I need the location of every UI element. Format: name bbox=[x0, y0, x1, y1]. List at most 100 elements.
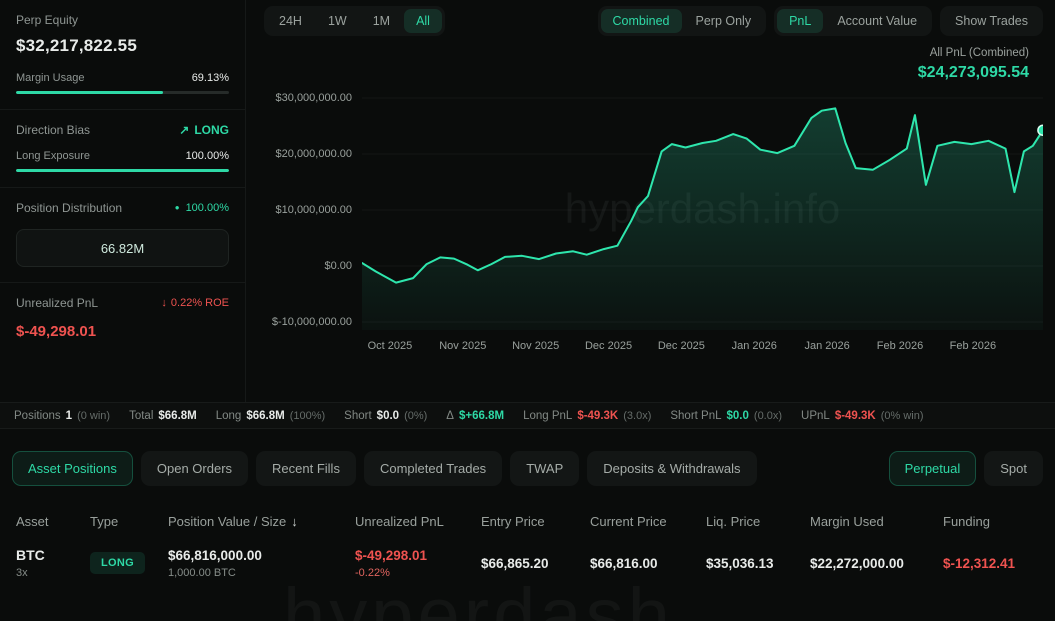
col-header-position-value[interactable]: Position Value / Size ↓ bbox=[168, 514, 355, 529]
unrealized-pnl-roe: ↓ 0.22% ROE bbox=[161, 297, 229, 309]
tab-twap[interactable]: TWAP bbox=[510, 451, 580, 486]
unrealized-pnl-value: $-49,298.01 bbox=[16, 323, 97, 340]
long-badge: LONG bbox=[90, 552, 145, 574]
stat-short-pnl: Short PnL $0.0 (0.0x) bbox=[670, 409, 783, 422]
col-header-margin-used[interactable]: Margin Used bbox=[810, 514, 884, 529]
tab-recent-fills[interactable]: Recent Fills bbox=[256, 451, 356, 486]
mode-button-account-value[interactable]: Account Value bbox=[837, 14, 918, 28]
table-row[interactable]: BTC 3x LONG $66,816,000.00 1,000.00 BTC … bbox=[16, 529, 1039, 579]
latest-point-dot bbox=[1037, 124, 1043, 136]
perp-equity-value: $32,217,822.55 bbox=[16, 36, 137, 55]
x-axis-tick: Feb 2026 bbox=[876, 340, 924, 352]
position-size: 1,000.00 BTC bbox=[168, 566, 236, 579]
time-range-group: 24H 1W 1M All bbox=[264, 6, 445, 36]
col-header-liq-price[interactable]: Liq. Price bbox=[706, 514, 761, 529]
position-distribution-box[interactable]: 66.82M bbox=[16, 229, 229, 267]
range-button-1m[interactable]: 1M bbox=[372, 14, 391, 28]
x-axis-tick: Oct 2025 bbox=[367, 340, 413, 352]
liq-price-cell: $35,036.13 bbox=[706, 555, 774, 571]
toggle-button-show-trades[interactable]: Show Trades bbox=[955, 14, 1028, 28]
positions-stats-bar: Positions 1 (0 win) Total $66.8M Long $66.8M (1… bbox=[0, 402, 1055, 429]
long-exposure-label: Long Exposure bbox=[16, 150, 90, 162]
roe-text: 0.22% ROE bbox=[170, 297, 229, 309]
direction-bias-value: ↗ LONG bbox=[179, 123, 229, 137]
tab-completed-trades[interactable]: Completed Trades bbox=[363, 451, 503, 486]
x-axis-tick: Feb 2026 bbox=[949, 340, 997, 352]
tab-open-orders[interactable]: Open Orders bbox=[140, 451, 249, 486]
chart-body: $30,000,000.00 $20,000,000.00 $10,000,000.… bbox=[246, 90, 1043, 330]
position-value-cell: $66,816,000.00 1,000.00 BTC bbox=[168, 548, 355, 579]
y-axis-tick: $-10,000,000.00 bbox=[271, 316, 352, 328]
range-button-24h[interactable]: 24H bbox=[279, 14, 302, 28]
sort-down-icon[interactable]: ↓ bbox=[291, 514, 298, 529]
position-distribution-pct: 100.00% bbox=[185, 202, 229, 214]
mode-button-pnl[interactable]: PnL bbox=[777, 9, 824, 33]
entry-price-cell: $66,865.20 bbox=[481, 555, 549, 571]
col-header-type[interactable]: Type bbox=[90, 514, 119, 529]
pnl-summary-value: $24,273,095.54 bbox=[917, 64, 1029, 81]
tab-deposits-withdrawals[interactable]: Deposits & Withdrawals bbox=[587, 451, 757, 486]
x-axis-tick: Dec 2025 bbox=[657, 340, 705, 352]
dot-icon: ● bbox=[174, 203, 180, 212]
col-header-current-price[interactable]: Current Price bbox=[590, 514, 667, 529]
long-exposure-fill bbox=[16, 169, 229, 172]
direction-bias-label: Direction Bias bbox=[16, 123, 91, 137]
funding-cell: $-12,312.41 bbox=[943, 555, 1016, 571]
x-axis-tick: Nov 2025 bbox=[439, 340, 487, 352]
toggle-perpetual[interactable]: Perpetual bbox=[888, 451, 977, 486]
y-axis: $30,000,000.00 $20,000,000.00 $10,000,000.… bbox=[246, 90, 362, 330]
bottom-watermark: hyperdash bbox=[283, 572, 674, 621]
unrealized-pnl-label: Unrealized PnL bbox=[16, 296, 99, 310]
y-axis-tick: $30,000,000.00 bbox=[275, 92, 352, 104]
current-price-cell: $66,816.00 bbox=[590, 555, 658, 571]
range-button-1w[interactable]: 1W bbox=[327, 14, 347, 28]
summary-sidebar: Perp Equity $32,217,822.55 Margin Usage … bbox=[0, 0, 246, 402]
positions-table: Asset Type Position Value / Size ↓ Unreal… bbox=[0, 486, 1055, 579]
asset-symbol: BTC bbox=[16, 547, 45, 563]
margin-usage-bar bbox=[16, 91, 229, 94]
chart-toolbar: 24H 1W 1M All Combined Perp Only PnL Account … bbox=[246, 0, 1055, 36]
show-trades-group: Show Trades bbox=[940, 6, 1043, 36]
direction-bias-text: LONG bbox=[194, 123, 229, 137]
x-axis-tick: Jan 2026 bbox=[731, 340, 777, 352]
market-type-toggle: Perpetual Spot bbox=[888, 451, 1043, 486]
perp-equity-section: Perp Equity $32,217,822.55 Margin Usage … bbox=[0, 0, 245, 110]
x-axis-tick: Nov 2025 bbox=[512, 340, 560, 352]
toggle-spot[interactable]: Spot bbox=[984, 451, 1043, 486]
trend-up-icon: ↗ bbox=[179, 123, 190, 137]
top-section: Perp Equity $32,217,822.55 Margin Usage … bbox=[0, 0, 1055, 402]
content-tabs: Asset Positions Open Orders Recent Fills Co… bbox=[12, 451, 757, 486]
position-value: $66,816,000.00 bbox=[168, 547, 262, 563]
long-exposure-bar bbox=[16, 169, 229, 172]
col-header-unrealized-pnl[interactable]: Unrealized PnL bbox=[355, 514, 444, 529]
stat-positions: Positions 1 (0 win) bbox=[14, 409, 111, 422]
col-header-position-value-text: Position Value / Size bbox=[168, 514, 287, 529]
col-header-funding[interactable]: Funding bbox=[943, 514, 990, 529]
stat-: Δ $+66.8M bbox=[446, 409, 505, 422]
col-header-asset[interactable]: Asset bbox=[16, 514, 49, 529]
x-axis: Oct 2025 Nov 2025 Nov 2025 Dec 2025 Dec 2025… bbox=[362, 340, 1043, 356]
unrealized-pnl-pct: -0.22% bbox=[355, 566, 390, 579]
type-cell: LONG bbox=[90, 552, 168, 574]
pnl-chart[interactable]: hyperdash.info bbox=[362, 90, 1043, 330]
range-button-all[interactable]: All bbox=[404, 9, 442, 33]
x-axis-tick: Jan 2026 bbox=[804, 340, 850, 352]
position-distribution-section: Position Distribution ● 100.00% 66.82M bbox=[0, 188, 245, 283]
stat-upnl: UPnL $-49.3K (0% win) bbox=[801, 409, 924, 422]
tab-asset-positions[interactable]: Asset Positions bbox=[12, 451, 133, 486]
unrealized-pnl-section: Unrealized PnL ↓ 0.22% ROE $-49,298.01 bbox=[0, 283, 245, 355]
pnl-summary: All PnL (Combined) $24,273,095.54 bbox=[918, 47, 1029, 82]
mode-button-perp-only[interactable]: Perp Only bbox=[695, 14, 752, 28]
mode-button-combined[interactable]: Combined bbox=[600, 9, 682, 33]
unrealized-pnl-amount: $-49,298.01 bbox=[355, 547, 428, 563]
pnl-area-fill bbox=[362, 108, 1043, 330]
asset-cell: BTC 3x bbox=[16, 547, 90, 579]
asset-leverage: 3x bbox=[16, 567, 28, 579]
perp-equity-label: Perp Equity bbox=[16, 13, 79, 27]
col-header-entry-price[interactable]: Entry Price bbox=[481, 514, 545, 529]
y-axis-tick: $20,000,000.00 bbox=[275, 148, 352, 160]
y-axis-tick: $10,000,000.00 bbox=[275, 204, 352, 216]
stat-short: Short $0.0 (0%) bbox=[344, 409, 428, 422]
pnl-line bbox=[362, 107, 1043, 284]
